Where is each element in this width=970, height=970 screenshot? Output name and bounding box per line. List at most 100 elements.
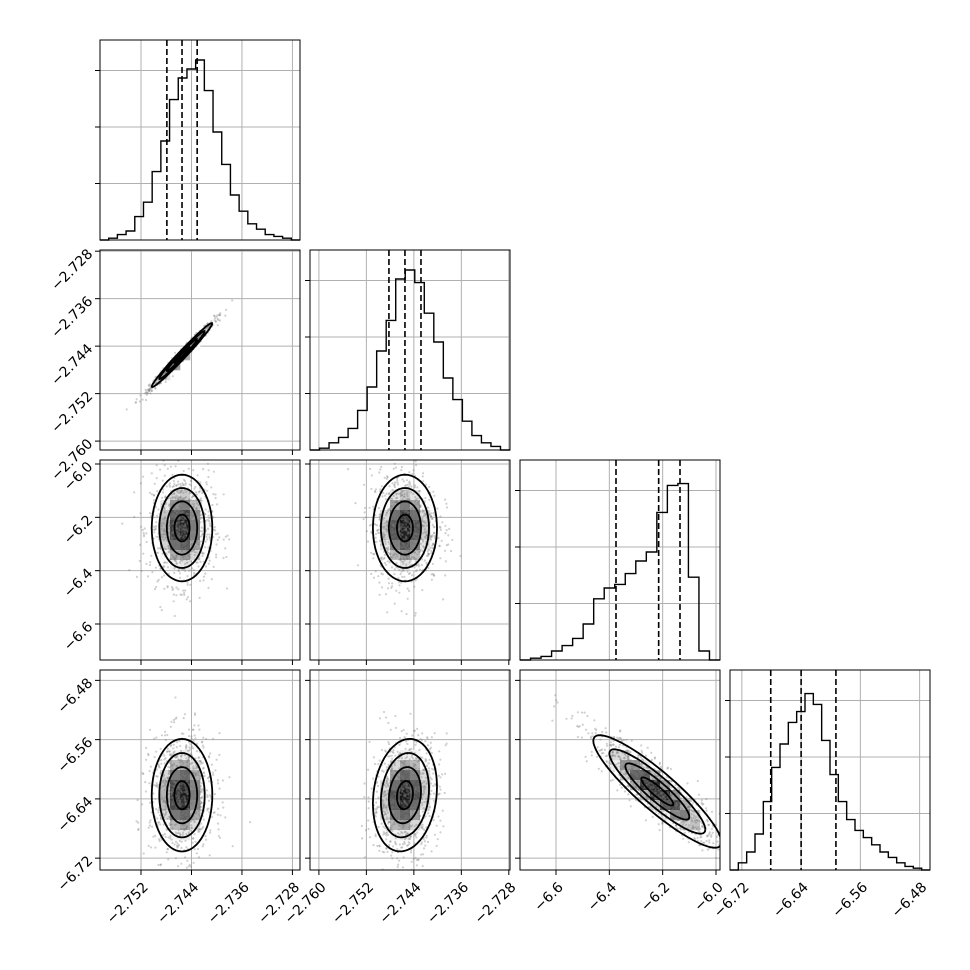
data-point	[192, 793, 195, 796]
data-point	[179, 506, 182, 509]
data-point	[170, 769, 173, 772]
data-point	[417, 548, 420, 551]
data-point	[422, 540, 425, 543]
density-bin	[400, 770, 411, 781]
data-point	[423, 785, 426, 789]
data-point	[193, 819, 196, 822]
data-point	[142, 535, 146, 538]
data-point	[374, 488, 378, 491]
contour-line	[387, 766, 422, 825]
data-point	[406, 525, 410, 528]
data-point	[198, 793, 202, 796]
data-point	[379, 513, 382, 516]
data-point	[210, 815, 213, 819]
data-point	[410, 849, 413, 852]
data-point	[205, 481, 208, 484]
data-point	[140, 525, 143, 528]
data-point	[225, 308, 228, 311]
data-point	[430, 789, 433, 793]
data-point	[182, 790, 186, 794]
density-bin	[380, 530, 391, 541]
data-point	[391, 536, 394, 539]
data-point	[153, 528, 156, 531]
data-point	[179, 801, 182, 804]
data-point	[412, 857, 415, 861]
data-point	[199, 481, 202, 484]
data-point	[431, 517, 434, 520]
data-point	[174, 781, 177, 784]
data-point	[410, 485, 413, 488]
data-point	[177, 802, 180, 805]
data-point	[406, 777, 409, 780]
panel-content	[100, 250, 300, 450]
data-point	[185, 558, 188, 561]
data-point	[142, 552, 145, 555]
data-point	[156, 514, 159, 518]
data-point	[656, 794, 659, 797]
data-point	[421, 865, 424, 868]
data-point	[180, 511, 183, 514]
data-point	[370, 572, 373, 576]
data-point	[210, 320, 213, 323]
data-point	[171, 778, 174, 781]
data-point	[183, 525, 186, 528]
data-point	[383, 533, 386, 536]
data-point	[147, 388, 150, 391]
data-point	[148, 491, 152, 494]
data-point	[379, 543, 383, 546]
data-point	[178, 536, 181, 539]
data-point	[175, 562, 178, 565]
data-point	[195, 507, 198, 510]
data-point	[404, 757, 407, 760]
data-point	[405, 536, 408, 539]
data-point	[377, 784, 380, 788]
data-point	[391, 532, 394, 535]
data-point	[159, 747, 162, 750]
data-point	[180, 840, 183, 843]
data-point	[177, 550, 180, 553]
data-point	[222, 493, 225, 496]
data-point	[403, 763, 406, 766]
data-point	[185, 512, 188, 516]
data-point	[390, 827, 393, 830]
hist-grid	[520, 460, 720, 660]
data-point	[380, 485, 383, 488]
data-point	[397, 810, 400, 813]
data-point	[174, 815, 177, 818]
data-point	[201, 552, 204, 555]
data-point	[190, 780, 193, 783]
data-point	[178, 834, 182, 837]
data-point	[437, 774, 440, 777]
data-point	[581, 723, 584, 726]
density-bin	[420, 770, 431, 781]
data-point	[164, 757, 167, 760]
data-point	[202, 825, 205, 829]
data-point	[398, 825, 401, 828]
density-bin	[160, 810, 171, 821]
data-point	[426, 840, 430, 844]
data-point	[382, 804, 385, 807]
data-point	[433, 574, 436, 577]
data-point	[207, 807, 210, 810]
data-point	[405, 833, 408, 836]
data-point	[178, 739, 181, 743]
data-point	[149, 561, 152, 564]
data-point	[417, 501, 420, 504]
data-point	[173, 567, 176, 570]
data-point	[186, 455, 188, 457]
data-point	[198, 784, 201, 788]
data-point	[407, 511, 410, 514]
data-point	[171, 514, 174, 517]
data-point	[142, 475, 145, 478]
data-point	[179, 789, 183, 793]
data-point	[406, 556, 409, 560]
contour-line	[150, 737, 214, 853]
data-point	[167, 771, 170, 775]
data-point	[163, 511, 166, 514]
data-point	[144, 781, 147, 784]
data-point	[187, 774, 191, 777]
data-point	[176, 527, 179, 531]
data-point	[180, 783, 183, 786]
data-point	[403, 575, 406, 579]
data-point	[154, 506, 157, 509]
